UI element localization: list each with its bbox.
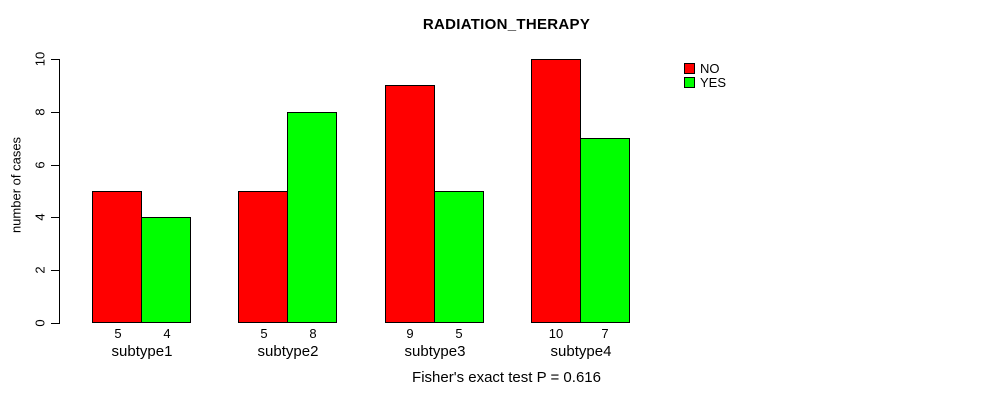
- bar-value-label: 9: [406, 326, 414, 341]
- bar-yes-subtype2: [287, 112, 337, 323]
- x-category-label: subtype2: [257, 343, 319, 360]
- bar-no-subtype2: [238, 191, 288, 323]
- bar-no-subtype3: [385, 85, 435, 323]
- x-category-label: subtype3: [404, 343, 466, 360]
- legend-item-no: NO: [684, 62, 726, 75]
- bar-yes-subtype1: [141, 217, 191, 323]
- legend-swatch-yes: [684, 77, 695, 88]
- y-axis-tick: [51, 323, 59, 324]
- y-axis-tick-label: 10: [32, 51, 48, 67]
- legend: NO YES: [684, 62, 726, 89]
- x-category-label: subtype4: [550, 343, 612, 360]
- bar-value-label: 5: [455, 326, 463, 341]
- bar-no-subtype1: [92, 191, 142, 323]
- chart-title: RADIATION_THERAPY: [422, 16, 591, 33]
- y-axis-tick-label: 6: [32, 161, 48, 169]
- footnote-text: Fisher's exact test P = 0.616: [412, 369, 601, 386]
- bar-value-label: 10: [548, 326, 564, 341]
- legend-swatch-no: [684, 63, 695, 74]
- y-axis-tick-label: 8: [32, 108, 48, 116]
- y-axis-tick-label: 4: [32, 213, 48, 221]
- y-axis-tick-label: 0: [32, 319, 48, 327]
- y-axis-tick-label: 2: [32, 266, 48, 274]
- legend-label: NO: [700, 61, 720, 76]
- bar-yes-subtype4: [580, 138, 630, 323]
- x-category-label: subtype1: [111, 343, 173, 360]
- bar-value-label: 5: [260, 326, 268, 341]
- bar-value-label: 8: [309, 326, 317, 341]
- bar-no-subtype4: [531, 59, 581, 323]
- y-axis-tick: [51, 112, 59, 113]
- bar-value-label: 5: [114, 326, 122, 341]
- legend-item-yes: YES: [684, 76, 726, 89]
- y-axis-tick: [51, 165, 59, 166]
- y-axis-tick: [51, 270, 59, 271]
- bar-value-label: 7: [601, 326, 609, 341]
- y-axis-label: number of cases: [8, 136, 24, 234]
- legend-label: YES: [700, 75, 727, 90]
- bar-value-label: 4: [163, 326, 171, 341]
- y-axis-tick: [51, 217, 59, 218]
- y-axis-line: [59, 59, 60, 324]
- y-axis-tick: [51, 59, 59, 60]
- bar-yes-subtype3: [434, 191, 484, 323]
